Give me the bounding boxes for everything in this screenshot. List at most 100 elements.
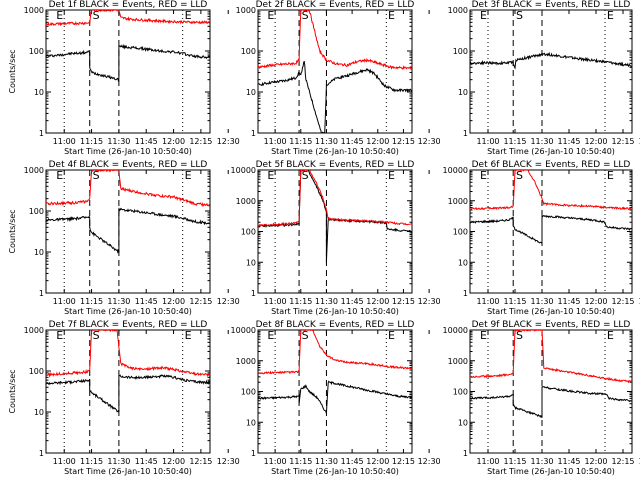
marker-label-end: E: [388, 9, 395, 22]
y-tick-label: 100: [29, 207, 44, 216]
x-axis-label: Start Time (26-Jan-10 10:50:40): [271, 147, 399, 156]
series-line-lld: [46, 170, 210, 208]
x-axis-label: Start Time (26-Jan-10 10:50:40): [487, 467, 615, 476]
y-tick-label: 100: [241, 47, 256, 56]
series-line-events: [46, 374, 210, 413]
panel-title: Det 2f BLACK = Events, RED = LLD: [256, 0, 415, 10]
y-tick-label: 1000: [448, 197, 468, 206]
x-tick-label: 12:15: [189, 137, 212, 146]
y-tick-label: 10: [458, 88, 468, 97]
x-tick-label: 12:00: [584, 297, 607, 306]
y-tick-label: 1000: [448, 357, 468, 366]
y-tick-label: 1: [251, 129, 256, 138]
panel-title: Det 4f BLACK = Events, RED = LLD: [49, 160, 208, 170]
panel-title: Det 8f BLACK = Events, RED = LLD: [256, 320, 415, 330]
x-tick-label: 11:15: [503, 137, 526, 146]
marker-label-end: E: [388, 169, 395, 182]
x-tick-label: 11:30: [107, 457, 130, 466]
x-axis-label: Start Time (26-Jan-10 10:50:40): [64, 307, 192, 316]
marker-label-start: E: [56, 169, 63, 182]
y-tick-label: 100: [453, 47, 468, 56]
series-line-events: [258, 380, 412, 414]
marker-label-end: E: [185, 329, 192, 342]
marker-label-s: S: [516, 169, 523, 182]
marker-label-s: S: [93, 9, 100, 22]
x-tick-label: 12:30: [638, 297, 640, 306]
marker-label-start: E: [267, 169, 274, 182]
y-tick-label: 100: [241, 228, 256, 237]
plot-frame: [469, 9, 633, 134]
plot-frame: [469, 329, 633, 454]
x-tick-label: 12:15: [611, 137, 634, 146]
plot-frame: [469, 169, 633, 294]
x-tick-label: 11:45: [341, 297, 364, 306]
x-tick-label: 11:45: [341, 137, 364, 146]
x-axis-label: Start Time (26-Jan-10 10:50:40): [64, 147, 192, 156]
y-tick-label: 1: [251, 449, 256, 458]
x-tick-label: 12:30: [217, 457, 240, 466]
plot-frame: [257, 169, 413, 294]
x-tick-label: 12:00: [366, 457, 389, 466]
y-tick-label: 10: [246, 418, 256, 427]
y-tick-label: 1000: [24, 326, 44, 335]
panel-6: Det 6f BLACK = Events, RED = LLD 11:00 11:…: [443, 160, 640, 316]
x-tick-label: 12:30: [217, 297, 240, 306]
x-tick-label: 11:30: [315, 137, 338, 146]
y-tick-label: 1000: [236, 197, 256, 206]
y-tick-label: 1: [251, 289, 256, 298]
x-axis-label: Start Time (26-Jan-10 10:50:40): [271, 307, 399, 316]
y-tick-label: 1: [39, 289, 44, 298]
x-tick-label: 11:45: [557, 297, 580, 306]
series-line-events: [46, 207, 210, 254]
y-tick-label: 100: [453, 388, 468, 397]
x-tick-label: 11:30: [315, 297, 338, 306]
y-tick-label: 100: [29, 367, 44, 376]
x-tick-label: 11:45: [557, 457, 580, 466]
x-tick-label: 12:00: [162, 297, 185, 306]
y-tick-label: 10: [458, 418, 468, 427]
x-axis-label: Start Time (26-Jan-10 10:50:40): [487, 307, 615, 316]
y-tick-label: 10: [246, 88, 256, 97]
series-line-lld: [46, 10, 210, 27]
series-line-lld: [258, 10, 412, 71]
x-tick-label: 11:30: [530, 297, 553, 306]
panel-2: Det 2f BLACK = Events, RED = LLD 11:00 11:…: [236, 0, 441, 156]
panel-title: Det 1f BLACK = Events, RED = LLD: [49, 0, 208, 10]
plot-frame: [257, 9, 413, 134]
x-tick-label: 12:15: [611, 457, 634, 466]
marker-label-start: E: [480, 9, 487, 22]
panel-title: Det 3f BLACK = Events, RED = LLD: [472, 0, 631, 10]
x-tick-label: 11:00: [264, 137, 287, 146]
y-tick-label: 1000: [236, 6, 256, 15]
panel-3: Det 3f BLACK = Events, RED = LLD 11:00 11:…: [448, 0, 640, 156]
x-tick-label: 12:00: [584, 137, 607, 146]
y-tick-label: 10: [458, 258, 468, 267]
x-tick-label: 11:15: [503, 457, 526, 466]
x-tick-label: 11:45: [135, 137, 158, 146]
y-tick-label: 10: [34, 88, 44, 97]
x-tick-label: 11:00: [476, 297, 499, 306]
y-tick-label: 10: [246, 258, 256, 267]
marker-label-start: E: [56, 329, 63, 342]
series-line-events: [470, 214, 632, 245]
y-tick-label: 10000: [443, 166, 468, 175]
series-line-events: [470, 51, 632, 70]
x-tick-label: 12:30: [418, 457, 441, 466]
marker-label-s: S: [516, 329, 523, 342]
y-tick-label: 100: [453, 228, 468, 237]
marker-label-s: S: [93, 329, 100, 342]
marker-label-end: E: [607, 169, 614, 182]
x-tick-label: 11:15: [80, 457, 103, 466]
marker-label-start: E: [267, 9, 274, 22]
y-tick-label: 100: [241, 388, 256, 397]
x-tick-label: 11:30: [315, 457, 338, 466]
x-tick-label: 12:00: [366, 137, 389, 146]
x-tick-label: 11:15: [289, 457, 312, 466]
marker-label-start: E: [267, 329, 274, 342]
marker-label-start: E: [56, 9, 63, 22]
y-axis-label: Counts/sec: [8, 369, 17, 413]
x-tick-label: 11:30: [530, 457, 553, 466]
x-tick-label: 11:00: [53, 297, 76, 306]
y-tick-label: 1: [463, 449, 468, 458]
y-axis-label: Counts/sec: [8, 49, 17, 93]
